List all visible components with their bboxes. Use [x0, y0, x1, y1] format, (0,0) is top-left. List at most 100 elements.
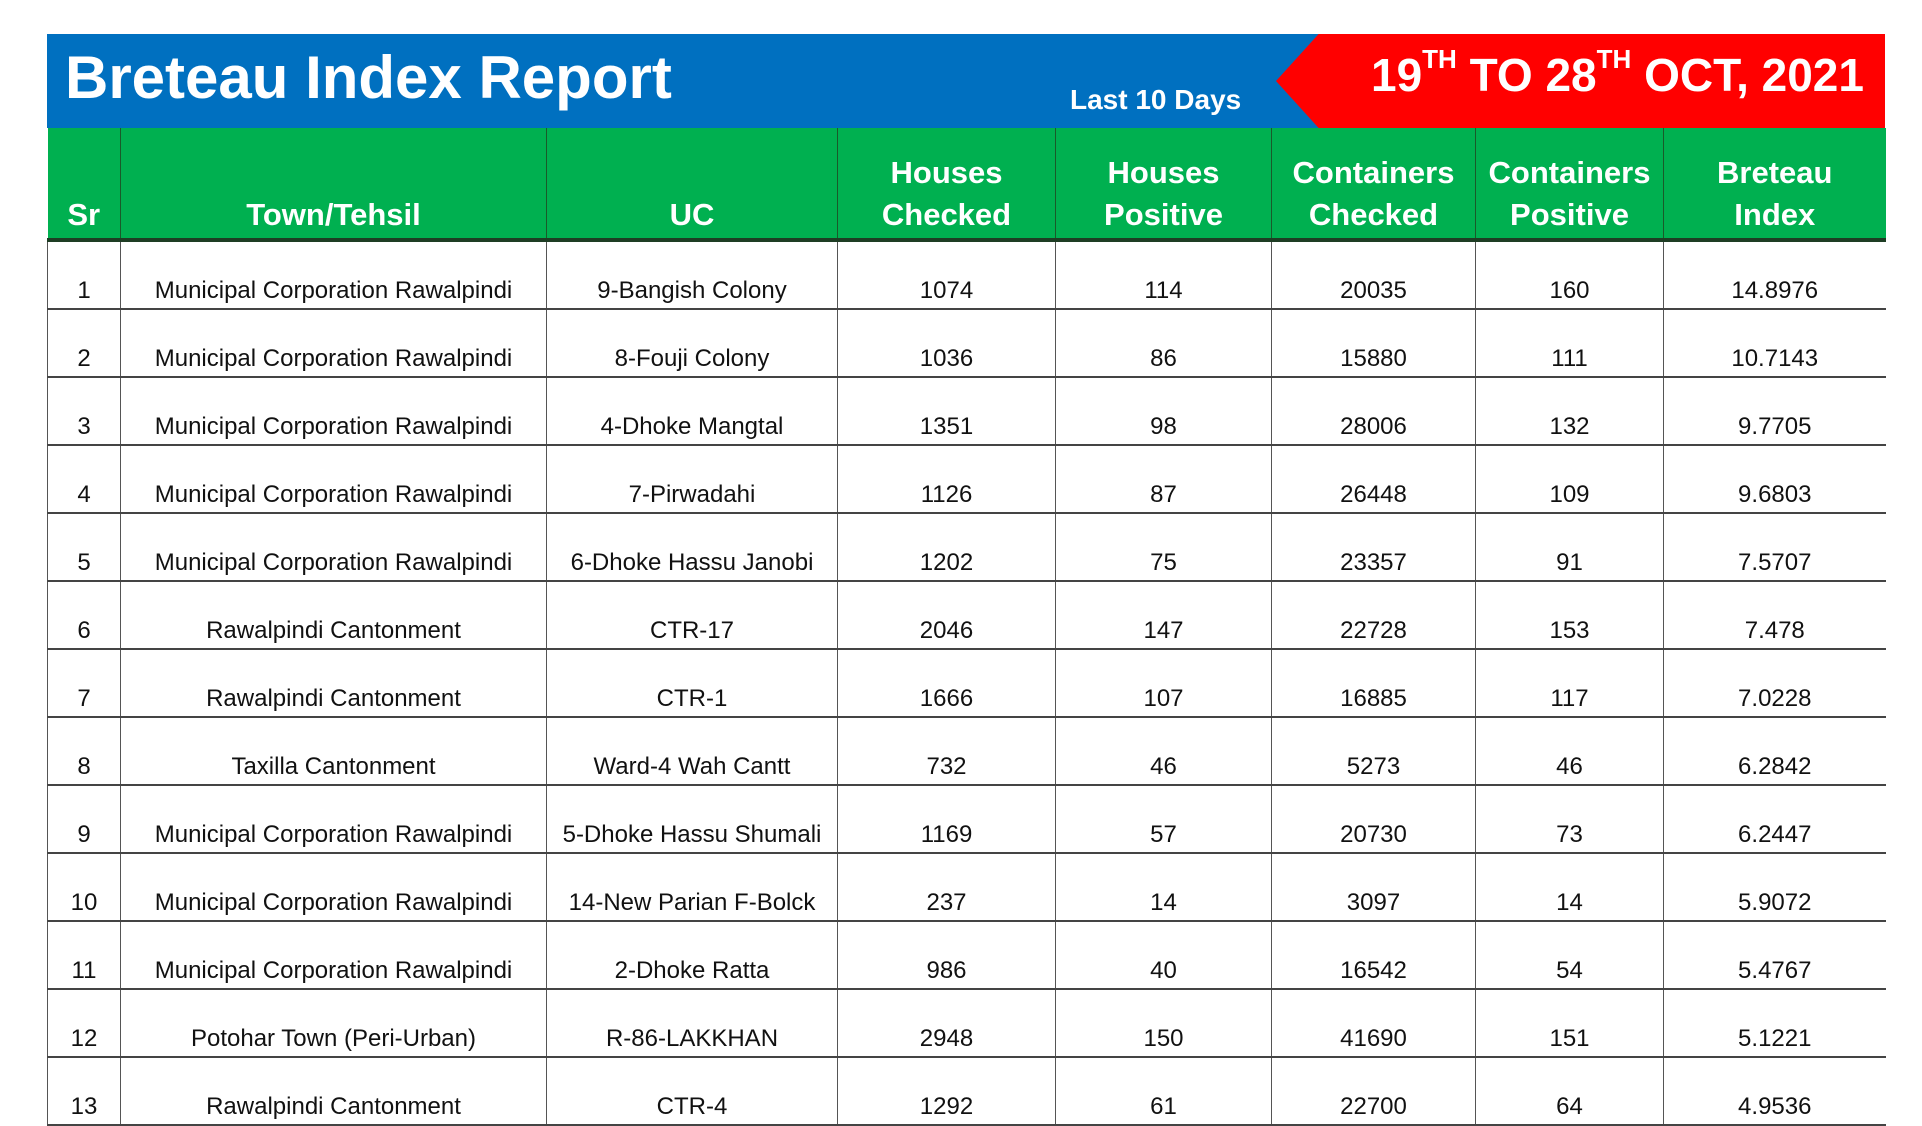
cell-town-tehsil: Municipal Corporation Rawalpindi	[120, 513, 547, 582]
cell-houses-checked: 2948	[837, 989, 1056, 1058]
cell-sr: 6	[47, 581, 121, 650]
cell-sr: 2	[47, 309, 121, 378]
column-header-text: Positive	[1510, 197, 1629, 232]
cell-containers-checked: 20730	[1271, 785, 1476, 854]
cell-town-tehsil: Municipal Corporation Rawalpindi	[120, 445, 547, 514]
cell-sr: 1	[47, 240, 121, 310]
cell-uc: 2-Dhoke Ratta	[546, 921, 838, 990]
cell-town-tehsil: Rawalpindi Cantonment	[120, 649, 547, 718]
cell-sr: 8	[47, 717, 121, 786]
cell-town-tehsil: Rawalpindi Cantonment	[120, 1057, 547, 1126]
cell-uc: 9-Bangish Colony	[546, 240, 838, 310]
column-header-text: Sr	[67, 197, 101, 232]
cell-sr: 3	[47, 377, 121, 446]
cell-houses-checked: 1666	[837, 649, 1056, 718]
cell-containers-positive: 117	[1475, 649, 1664, 718]
cell-houses-checked: 1036	[837, 309, 1056, 378]
cell-houses-positive: 40	[1055, 921, 1272, 990]
cell-containers-checked: 28006	[1271, 377, 1476, 446]
cell-breteau-index: 7.478	[1663, 581, 1886, 650]
column-header-town-tehsil: Town/Tehsil	[120, 128, 547, 242]
cell-uc: CTR-1	[546, 649, 838, 718]
column-header-text: Houses	[1107, 155, 1220, 190]
cell-containers-checked: 26448	[1271, 445, 1476, 514]
cell-containers-checked: 16885	[1271, 649, 1476, 718]
cell-breteau-index: 5.1221	[1663, 989, 1886, 1058]
cell-uc: 7-Pirwadahi	[546, 445, 838, 514]
cell-containers-positive: 73	[1475, 785, 1664, 854]
column-header-sr: Sr	[47, 128, 121, 242]
cell-houses-checked: 237	[837, 853, 1056, 922]
cell-town-tehsil: Municipal Corporation Rawalpindi	[120, 240, 547, 310]
report-title: Breteau Index Report	[65, 44, 672, 111]
column-header-text: Town/Tehsil	[246, 197, 421, 232]
cell-houses-positive: 57	[1055, 785, 1272, 854]
table-row: 3 Municipal Corporation Rawalpindi 4-Dhoke…	[47, 377, 1886, 446]
table-row: 5 Municipal Corporation Rawalpindi 6-Dhoke…	[47, 513, 1886, 582]
cell-containers-checked: 15880	[1271, 309, 1476, 378]
cell-houses-checked: 1292	[837, 1057, 1056, 1126]
column-header-houses-positive: Houses Positive	[1055, 128, 1272, 242]
cell-sr: 13	[47, 1057, 121, 1126]
cell-breteau-index: 10.7143	[1663, 309, 1886, 378]
column-header-text: UC	[669, 197, 715, 232]
cell-containers-positive: 54	[1475, 921, 1664, 990]
cell-breteau-index: 4.9536	[1663, 1057, 1886, 1126]
cell-town-tehsil: Municipal Corporation Rawalpindi	[120, 921, 547, 990]
cell-sr: 9	[47, 785, 121, 854]
cell-containers-checked: 5273	[1271, 717, 1476, 786]
period-label: Last 10 Days	[1070, 84, 1242, 115]
cell-houses-positive: 150	[1055, 989, 1272, 1058]
cell-breteau-index: 6.2447	[1663, 785, 1886, 854]
cell-houses-checked: 1169	[837, 785, 1056, 854]
cell-houses-positive: 98	[1055, 377, 1272, 446]
table-header-row: Sr Town/Tehsil UC Houses Checked Houses Positi…	[47, 128, 1886, 242]
table-row: 13 Rawalpindi Cantonment CTR-4 1292 61 22700 6…	[47, 1057, 1886, 1126]
cell-sr: 11	[47, 921, 121, 990]
cell-containers-checked: 41690	[1271, 989, 1476, 1058]
cell-containers-checked: 23357	[1271, 513, 1476, 582]
cell-uc: 6-Dhoke Hassu Janobi	[546, 513, 838, 582]
cell-containers-positive: 14	[1475, 853, 1664, 922]
cell-containers-checked: 22700	[1271, 1057, 1476, 1126]
cell-uc: 8-Fouji Colony	[546, 309, 838, 378]
table-row: 7 Rawalpindi Cantonment CTR-1 1666 107 16885 1…	[47, 649, 1886, 718]
cell-sr: 10	[47, 853, 121, 922]
cell-breteau-index: 7.5707	[1663, 513, 1886, 582]
cell-containers-checked: 3097	[1271, 853, 1476, 922]
cell-sr: 5	[47, 513, 121, 582]
cell-containers-positive: 111	[1475, 309, 1664, 378]
cell-uc: Ward-4 Wah Cantt	[546, 717, 838, 786]
column-header-text: Containers	[1292, 155, 1455, 190]
report-banner: Breteau Index Report Last 10 Days 19TH T…	[47, 34, 1885, 128]
cell-containers-positive: 91	[1475, 513, 1664, 582]
cell-breteau-index: 14.8976	[1663, 240, 1886, 310]
cell-breteau-index: 9.7705	[1663, 377, 1886, 446]
cell-houses-checked: 1202	[837, 513, 1056, 582]
cell-houses-positive: 75	[1055, 513, 1272, 582]
column-header-text: Houses	[890, 155, 1003, 190]
cell-containers-positive: 109	[1475, 445, 1664, 514]
cell-houses-positive: 87	[1055, 445, 1272, 514]
cell-containers-checked: 20035	[1271, 240, 1476, 310]
cell-breteau-index: 9.6803	[1663, 445, 1886, 514]
cell-uc: CTR-4	[546, 1057, 838, 1126]
column-header-containers-checked: Containers Checked	[1271, 128, 1476, 242]
cell-sr: 4	[47, 445, 121, 514]
breteau-index-table: Sr Town/Tehsil UC Houses Checked Houses Positi…	[47, 128, 1886, 1126]
cell-uc: 14-New Parian F-Bolck	[546, 853, 838, 922]
column-header-text: Checked	[881, 197, 1012, 232]
date-range-banner: 19TH TO 28TH OCT, 2021	[1276, 34, 1885, 128]
column-header-breteau-index: Breteau Index	[1663, 128, 1886, 242]
column-header-containers-positive: Containers Positive	[1475, 128, 1664, 242]
cell-houses-checked: 732	[837, 717, 1056, 786]
cell-uc: 4-Dhoke Mangtal	[546, 377, 838, 446]
table-row: 4 Municipal Corporation Rawalpindi 7-Pirwa…	[47, 445, 1886, 514]
table-row: 12 Potohar Town (Peri-Urban) R-86-LAKKHAN 2…	[47, 989, 1886, 1058]
cell-uc: 5-Dhoke Hassu Shumali	[546, 785, 838, 854]
column-header-houses-checked: Houses Checked	[837, 128, 1056, 242]
cell-containers-positive: 160	[1475, 240, 1664, 310]
cell-houses-checked: 1074	[837, 240, 1056, 310]
table-row: 2 Municipal Corporation Rawalpindi 8-Fouji…	[47, 309, 1886, 378]
cell-containers-positive: 153	[1475, 581, 1664, 650]
